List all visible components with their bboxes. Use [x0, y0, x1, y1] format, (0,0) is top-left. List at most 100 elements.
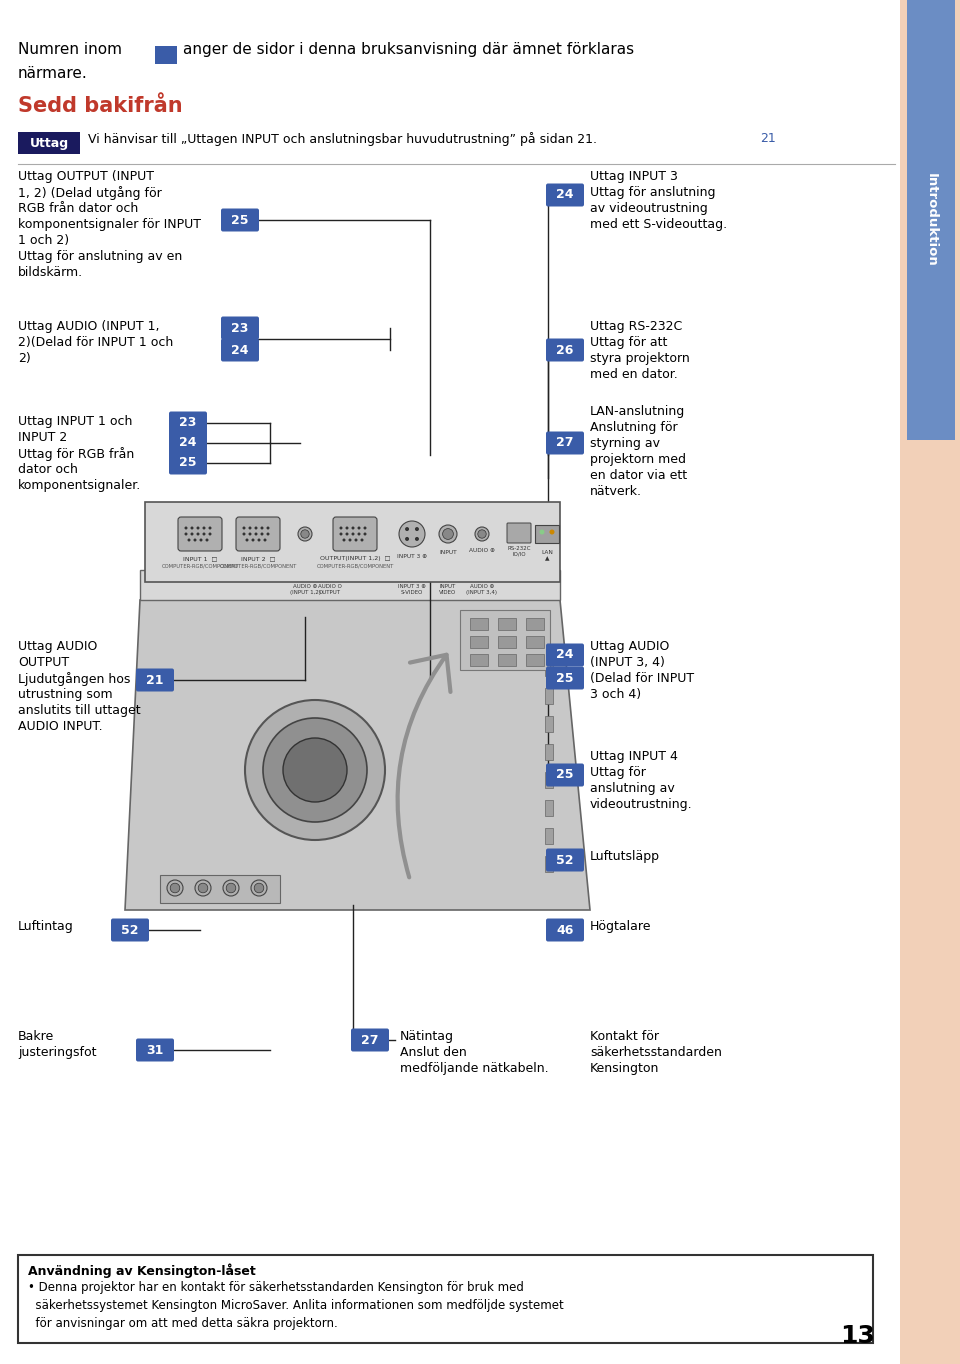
Circle shape — [364, 527, 367, 529]
Circle shape — [184, 527, 187, 529]
Circle shape — [254, 527, 257, 529]
Circle shape — [243, 532, 246, 536]
Text: 2)(Delad för INPUT 1 och: 2)(Delad för INPUT 1 och — [18, 336, 173, 349]
Circle shape — [205, 539, 208, 542]
Circle shape — [203, 527, 205, 529]
Text: INPUT: INPUT — [439, 550, 457, 555]
Text: av videoutrustning: av videoutrustning — [590, 202, 708, 216]
Circle shape — [351, 532, 354, 536]
Circle shape — [194, 539, 197, 542]
Text: Anslut den: Anslut den — [400, 1046, 467, 1058]
Bar — [155, 46, 177, 64]
Text: närmare.: närmare. — [18, 65, 87, 80]
Text: AUDIO O
OUTPUT: AUDIO O OUTPUT — [318, 584, 342, 595]
FancyBboxPatch shape — [169, 412, 207, 435]
Circle shape — [251, 880, 267, 896]
Text: anslutits till uttaget: anslutits till uttaget — [18, 704, 140, 717]
Circle shape — [227, 884, 236, 893]
Bar — [526, 618, 544, 630]
Text: COMPUTER-RGB/COMPONENT: COMPUTER-RGB/COMPONENT — [316, 563, 394, 569]
Text: Luftintag: Luftintag — [18, 919, 74, 933]
Circle shape — [351, 527, 354, 529]
Text: • Denna projektor har en kontakt för säkerhetsstandarden Kensington för bruk med: • Denna projektor har en kontakt för säk… — [28, 1281, 524, 1294]
Circle shape — [263, 717, 367, 822]
Text: 3 och 4): 3 och 4) — [590, 687, 641, 701]
Bar — [545, 857, 553, 872]
Text: OUTPUT(INPUT 1,2)  □: OUTPUT(INPUT 1,2) □ — [320, 557, 391, 561]
Text: 1 och 2): 1 och 2) — [18, 235, 69, 247]
Bar — [460, 610, 550, 670]
Text: 24: 24 — [231, 344, 249, 356]
Bar — [545, 801, 553, 816]
Text: Uttag AUDIO: Uttag AUDIO — [18, 640, 97, 653]
Text: Nätintag: Nätintag — [400, 1030, 454, 1043]
Circle shape — [300, 529, 309, 539]
Circle shape — [252, 539, 254, 542]
Text: en dator via ett: en dator via ett — [590, 469, 687, 481]
FancyBboxPatch shape — [546, 431, 584, 454]
Text: Högtalare: Högtalare — [590, 919, 652, 933]
Circle shape — [263, 539, 267, 542]
Circle shape — [197, 532, 200, 536]
Bar — [470, 636, 488, 648]
Circle shape — [267, 527, 270, 529]
Text: INPUT 3 ⊕
S-VIDEO: INPUT 3 ⊕ S-VIDEO — [398, 584, 426, 595]
Circle shape — [195, 880, 211, 896]
Circle shape — [243, 527, 246, 529]
Circle shape — [346, 532, 348, 536]
Text: Uttag: Uttag — [30, 136, 68, 150]
Text: projektorn med: projektorn med — [590, 453, 686, 466]
Text: INPUT
VIDEO: INPUT VIDEO — [440, 584, 457, 595]
Text: 23: 23 — [231, 322, 249, 334]
Text: anger de sidor i denna bruksanvisning där ämnet förklaras: anger de sidor i denna bruksanvisning dä… — [183, 42, 635, 57]
Text: Anslutning för: Anslutning för — [590, 421, 678, 434]
Text: Bakre: Bakre — [18, 1030, 55, 1043]
Text: AUDIO ⊕
(INPUT 1,2): AUDIO ⊕ (INPUT 1,2) — [290, 584, 321, 595]
Text: INPUT 2: INPUT 2 — [18, 431, 67, 445]
Text: dator och: dator och — [18, 462, 78, 476]
Text: AUDIO ⊕: AUDIO ⊕ — [469, 548, 495, 552]
Circle shape — [549, 529, 555, 535]
Circle shape — [340, 532, 343, 536]
Circle shape — [223, 880, 239, 896]
Circle shape — [249, 527, 252, 529]
Text: 27: 27 — [361, 1034, 379, 1046]
Bar — [545, 716, 553, 732]
Circle shape — [254, 532, 257, 536]
Polygon shape — [125, 600, 590, 910]
FancyBboxPatch shape — [221, 209, 259, 232]
Text: Uttag OUTPUT (INPUT: Uttag OUTPUT (INPUT — [18, 170, 154, 183]
Text: 13: 13 — [840, 1324, 875, 1348]
Text: komponentsignaler.: komponentsignaler. — [18, 479, 141, 492]
Circle shape — [254, 884, 264, 893]
Text: videoutrustning.: videoutrustning. — [590, 798, 692, 812]
Bar — [18, 1255, 873, 1344]
Bar — [526, 636, 544, 648]
FancyBboxPatch shape — [169, 451, 207, 475]
Bar — [498, 618, 516, 630]
Text: Kontakt för: Kontakt för — [590, 1030, 659, 1043]
Text: AUDIO ⊕
(INPUT 3,4): AUDIO ⊕ (INPUT 3,4) — [467, 584, 497, 595]
FancyBboxPatch shape — [546, 764, 584, 787]
Circle shape — [443, 529, 453, 539]
Circle shape — [203, 532, 205, 536]
Text: Uttag INPUT 3: Uttag INPUT 3 — [590, 170, 678, 183]
Text: Uttag för att: Uttag för att — [590, 336, 667, 349]
Bar — [498, 636, 516, 648]
Text: (Delad för INPUT: (Delad för INPUT — [590, 672, 694, 685]
Text: LAN
▲: LAN ▲ — [541, 550, 553, 561]
Bar — [160, 874, 280, 903]
Text: 24: 24 — [556, 188, 574, 202]
Text: 52: 52 — [556, 854, 574, 866]
Bar — [907, 0, 955, 441]
Circle shape — [187, 539, 190, 542]
Circle shape — [343, 539, 346, 542]
FancyBboxPatch shape — [221, 338, 259, 361]
FancyBboxPatch shape — [351, 1028, 389, 1052]
Circle shape — [257, 539, 260, 542]
Text: 24: 24 — [556, 648, 574, 662]
FancyBboxPatch shape — [221, 316, 259, 340]
Bar — [470, 653, 488, 666]
Text: 1, 2) (Delad utgång för: 1, 2) (Delad utgång för — [18, 186, 161, 201]
FancyBboxPatch shape — [546, 644, 584, 667]
